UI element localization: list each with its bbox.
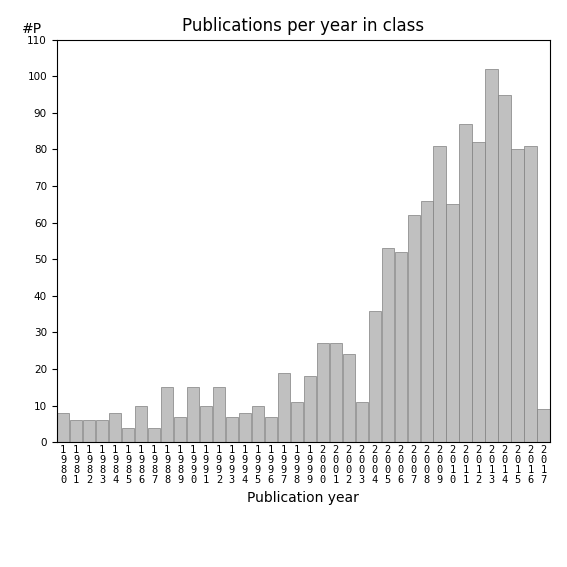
X-axis label: Publication year: Publication year	[247, 490, 359, 505]
Bar	[446, 204, 459, 442]
Bar	[226, 417, 238, 442]
Bar	[485, 69, 498, 442]
Bar	[316, 344, 329, 442]
Bar	[382, 248, 394, 442]
Bar	[161, 387, 173, 442]
Bar	[304, 376, 316, 442]
Bar	[511, 150, 524, 442]
Bar	[329, 344, 342, 442]
Text: #P: #P	[22, 22, 43, 36]
Bar	[96, 420, 108, 442]
Bar	[252, 405, 264, 442]
Bar	[135, 405, 147, 442]
Bar	[434, 146, 446, 442]
Bar	[70, 420, 82, 442]
Bar	[200, 405, 212, 442]
Bar	[408, 215, 420, 442]
Bar	[174, 417, 186, 442]
Bar	[148, 428, 160, 442]
Bar	[213, 387, 225, 442]
Bar	[265, 417, 277, 442]
Bar	[395, 252, 407, 442]
Bar	[459, 124, 472, 442]
Bar	[83, 420, 95, 442]
Bar	[57, 413, 69, 442]
Title: Publications per year in class: Publications per year in class	[182, 18, 425, 35]
Bar	[239, 413, 251, 442]
Bar	[421, 201, 433, 442]
Bar	[109, 413, 121, 442]
Bar	[472, 142, 485, 442]
Bar	[538, 409, 549, 442]
Bar	[278, 373, 290, 442]
Bar	[342, 354, 355, 442]
Bar	[356, 402, 368, 442]
Bar	[291, 402, 303, 442]
Bar	[369, 311, 381, 442]
Bar	[498, 95, 511, 442]
Bar	[187, 387, 199, 442]
Bar	[122, 428, 134, 442]
Bar	[524, 146, 537, 442]
